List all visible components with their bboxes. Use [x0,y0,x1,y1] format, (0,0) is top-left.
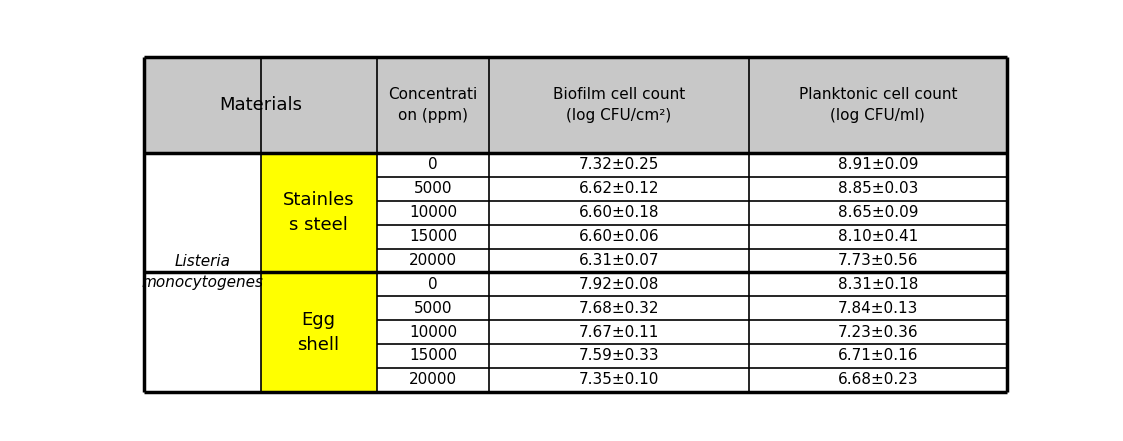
Text: 6.60±0.06: 6.60±0.06 [578,229,659,244]
Text: 8.10±0.41: 8.10±0.41 [838,229,917,244]
Bar [144,57,1007,153]
Text: 10000: 10000 [409,325,457,340]
Text: Planktonic cell count
(log CFU/ml): Planktonic cell count (log CFU/ml) [798,87,957,123]
Text: 15000: 15000 [409,348,457,363]
Text: 8.65±0.09: 8.65±0.09 [838,205,917,220]
Text: 7.59±0.33: 7.59±0.33 [578,348,659,363]
Text: 10000: 10000 [409,205,457,220]
Text: 8.31±0.18: 8.31±0.18 [838,277,917,292]
Text: Listeria
monocytogenes: Listeria monocytogenes [141,254,264,290]
Text: Concentrati
on (ppm): Concentrati on (ppm) [389,87,477,123]
Bar [144,153,1007,392]
Text: 7.23±0.36: 7.23±0.36 [838,325,919,340]
Text: 7.84±0.13: 7.84±0.13 [838,301,917,316]
Text: 20000: 20000 [409,372,457,387]
Text: 20000: 20000 [409,253,457,268]
Text: 0: 0 [428,157,438,172]
Text: 7.32±0.25: 7.32±0.25 [578,157,659,172]
Text: 6.62±0.12: 6.62±0.12 [578,181,659,196]
Text: 6.60±0.18: 6.60±0.18 [578,205,659,220]
Text: Stainles
s steel: Stainles s steel [283,191,355,234]
Text: 7.73±0.56: 7.73±0.56 [838,253,917,268]
Text: 6.71±0.16: 6.71±0.16 [838,348,917,363]
Text: 5000: 5000 [413,181,453,196]
Bar [261,273,376,392]
Bar [261,153,376,273]
Text: 7.67±0.11: 7.67±0.11 [578,325,659,340]
Text: 7.92±0.08: 7.92±0.08 [578,277,659,292]
Text: 7.35±0.10: 7.35±0.10 [578,372,659,387]
Text: Biofilm cell count
(log CFU/cm²): Biofilm cell count (log CFU/cm²) [553,87,685,123]
Text: 7.68±0.32: 7.68±0.32 [578,301,659,316]
Text: 0: 0 [428,277,438,292]
Text: 6.68±0.23: 6.68±0.23 [838,372,919,387]
Text: 15000: 15000 [409,229,457,244]
Text: 8.85±0.03: 8.85±0.03 [838,181,917,196]
Text: Egg
shell: Egg shell [298,310,339,354]
Text: 6.31±0.07: 6.31±0.07 [578,253,659,268]
Text: 5000: 5000 [413,301,453,316]
Text: 8.91±0.09: 8.91±0.09 [838,157,917,172]
Text: Materials: Materials [219,96,302,114]
